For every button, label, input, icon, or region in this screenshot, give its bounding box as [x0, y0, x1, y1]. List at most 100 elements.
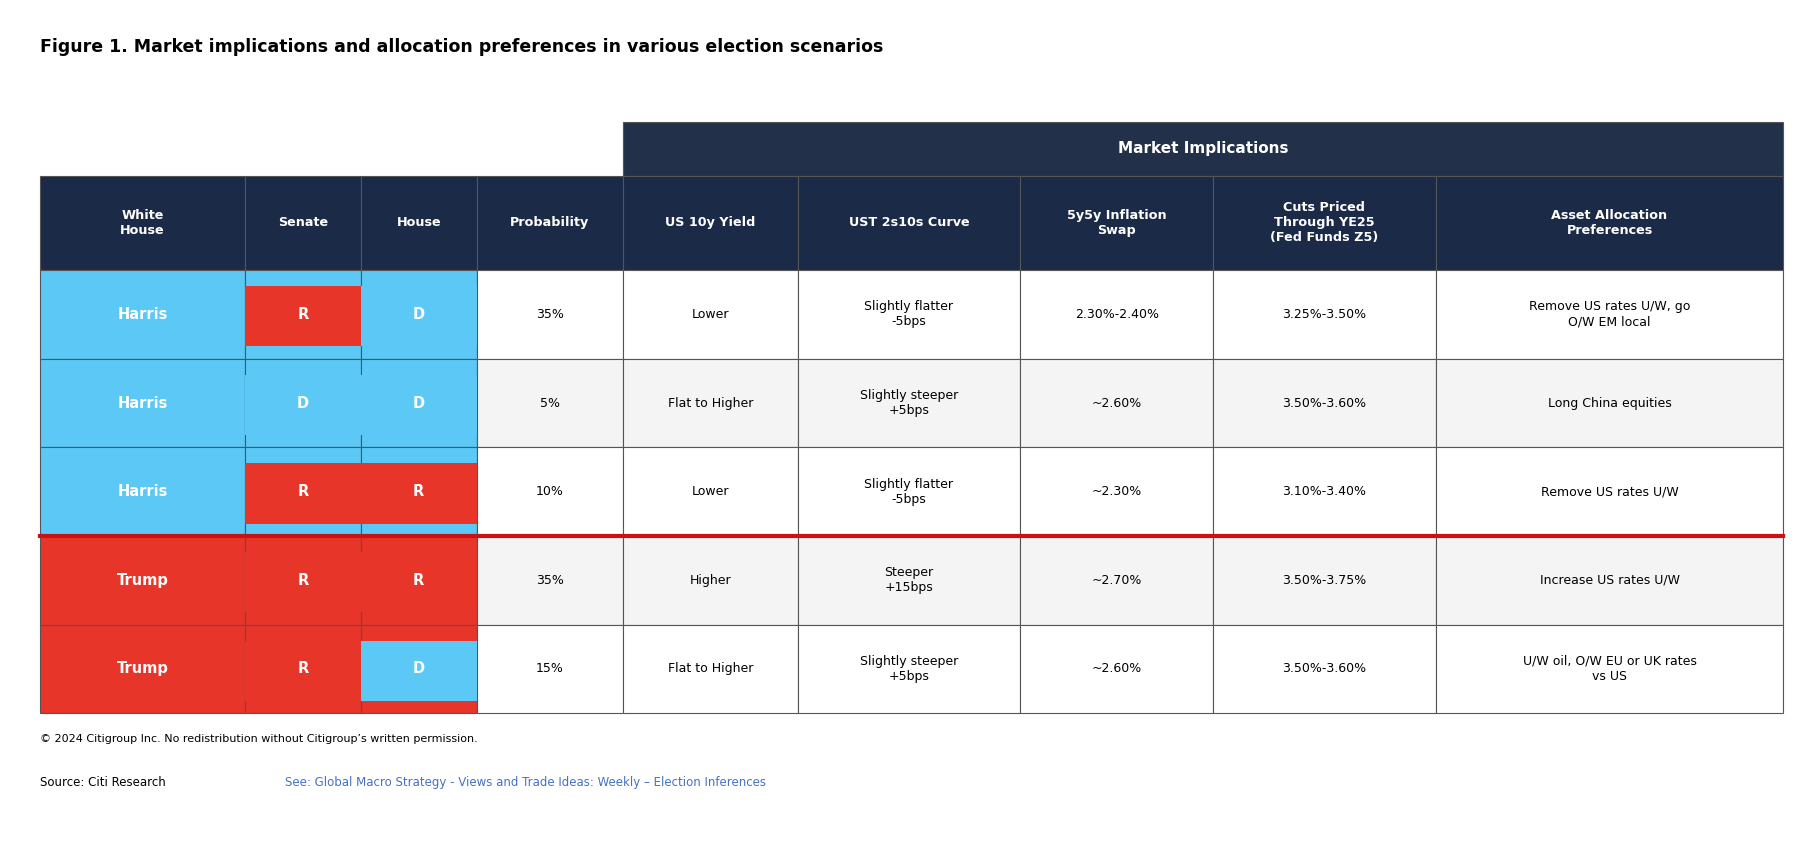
- Text: Slightly flatter
-5bps: Slightly flatter -5bps: [864, 300, 953, 328]
- Text: Remove US rates U/W, go
O/W EM local: Remove US rates U/W, go O/W EM local: [1529, 300, 1691, 328]
- Text: See: Global Macro Strategy - Views and Trade Ideas: Weekly – Election Inferences: See: Global Macro Strategy - Views and T…: [285, 776, 766, 789]
- Text: Trump: Trump: [116, 662, 169, 676]
- Text: Lower: Lower: [692, 485, 728, 498]
- Text: Slightly flatter
-5bps: Slightly flatter -5bps: [864, 478, 953, 506]
- Text: R: R: [412, 484, 425, 499]
- Bar: [1021, 536, 1213, 625]
- Bar: [1021, 359, 1213, 447]
- Bar: [1021, 625, 1213, 713]
- Text: 35%: 35%: [536, 308, 563, 321]
- Bar: [361, 270, 476, 359]
- Bar: [245, 359, 361, 447]
- Bar: [361, 625, 476, 713]
- Text: Asset Allocation
Preferences: Asset Allocation Preferences: [1551, 208, 1667, 237]
- Bar: [40, 625, 245, 713]
- Bar: [476, 270, 623, 359]
- Bar: [245, 286, 361, 346]
- Bar: [1436, 270, 1783, 359]
- Bar: [361, 536, 476, 625]
- Bar: [623, 270, 797, 359]
- Text: D: D: [412, 307, 425, 322]
- Text: ~2.70%: ~2.70%: [1091, 574, 1142, 587]
- Text: 2.30%-2.40%: 2.30%-2.40%: [1075, 308, 1159, 321]
- Bar: [623, 536, 797, 625]
- Bar: [1213, 536, 1436, 625]
- Text: Market Implications: Market Implications: [1119, 142, 1288, 156]
- Bar: [797, 270, 1021, 359]
- Text: 3.25%-3.50%: 3.25%-3.50%: [1282, 308, 1366, 321]
- Text: D: D: [412, 396, 425, 410]
- Text: 5y5y Inflation
Swap: 5y5y Inflation Swap: [1066, 208, 1166, 237]
- Text: Harris: Harris: [118, 484, 167, 499]
- Text: Figure 1. Market implications and allocation preferences in various election sce: Figure 1. Market implications and alloca…: [40, 38, 883, 56]
- Bar: [245, 463, 361, 523]
- Text: Increase US rates U/W: Increase US rates U/W: [1540, 574, 1680, 587]
- Bar: [361, 641, 476, 701]
- Text: Harris: Harris: [118, 396, 167, 410]
- Bar: [361, 359, 476, 447]
- Bar: [361, 463, 476, 523]
- Text: R: R: [298, 573, 309, 587]
- Bar: [476, 447, 623, 536]
- Bar: [40, 122, 245, 176]
- Text: 10%: 10%: [536, 485, 563, 498]
- Bar: [1213, 625, 1436, 713]
- Bar: [245, 447, 361, 536]
- Text: R: R: [412, 573, 425, 587]
- Bar: [797, 536, 1021, 625]
- Bar: [476, 625, 623, 713]
- Text: Cuts Priced
Through YE25
(Fed Funds Z5): Cuts Priced Through YE25 (Fed Funds Z5): [1269, 202, 1378, 244]
- Text: Lower: Lower: [692, 308, 728, 321]
- Bar: [245, 270, 361, 359]
- Text: © 2024 Citigroup Inc. No redistribution without Citigroup’s written permission.: © 2024 Citigroup Inc. No redistribution …: [40, 734, 478, 744]
- Text: Long China equities: Long China equities: [1547, 397, 1671, 409]
- Bar: [1021, 176, 1213, 270]
- Bar: [245, 122, 361, 176]
- Text: Senate: Senate: [278, 216, 329, 230]
- Text: UST 2s10s Curve: UST 2s10s Curve: [848, 216, 970, 230]
- Bar: [245, 536, 361, 625]
- Bar: [245, 552, 361, 612]
- Bar: [40, 270, 245, 359]
- Text: Slightly steeper
+5bps: Slightly steeper +5bps: [859, 389, 959, 417]
- Text: Steeper
+15bps: Steeper +15bps: [884, 566, 933, 594]
- Text: ~2.30%: ~2.30%: [1091, 485, 1142, 498]
- Bar: [361, 447, 476, 536]
- Bar: [40, 176, 245, 270]
- Bar: [623, 447, 797, 536]
- Bar: [245, 625, 361, 713]
- Text: 3.50%-3.75%: 3.50%-3.75%: [1282, 574, 1366, 587]
- Bar: [1213, 447, 1436, 536]
- Bar: [476, 536, 623, 625]
- Bar: [1213, 176, 1436, 270]
- Text: Slightly steeper
+5bps: Slightly steeper +5bps: [859, 655, 959, 683]
- Text: R: R: [298, 484, 309, 499]
- Text: Remove US rates U/W: Remove US rates U/W: [1540, 485, 1678, 498]
- Bar: [361, 286, 476, 346]
- Bar: [1213, 359, 1436, 447]
- Bar: [361, 122, 476, 176]
- Bar: [1021, 270, 1213, 359]
- Bar: [476, 359, 623, 447]
- Bar: [1436, 625, 1783, 713]
- Text: ~2.60%: ~2.60%: [1091, 663, 1142, 675]
- Text: D: D: [296, 396, 309, 410]
- Bar: [40, 447, 245, 536]
- Bar: [40, 536, 245, 625]
- Bar: [797, 359, 1021, 447]
- Text: Source: Citi Research: Source: Citi Research: [40, 776, 165, 789]
- Text: Flat to Higher: Flat to Higher: [668, 663, 754, 675]
- Bar: [1436, 536, 1783, 625]
- Text: R: R: [298, 662, 309, 676]
- Text: 3.50%-3.60%: 3.50%-3.60%: [1282, 397, 1366, 409]
- Text: ~2.60%: ~2.60%: [1091, 397, 1142, 409]
- Text: US 10y Yield: US 10y Yield: [665, 216, 755, 230]
- Bar: [1436, 359, 1783, 447]
- Text: 3.10%-3.40%: 3.10%-3.40%: [1282, 485, 1366, 498]
- Text: 15%: 15%: [536, 663, 563, 675]
- Bar: [797, 176, 1021, 270]
- Text: 35%: 35%: [536, 574, 563, 587]
- Text: Harris: Harris: [118, 307, 167, 322]
- Bar: [1213, 270, 1436, 359]
- Bar: [476, 176, 623, 270]
